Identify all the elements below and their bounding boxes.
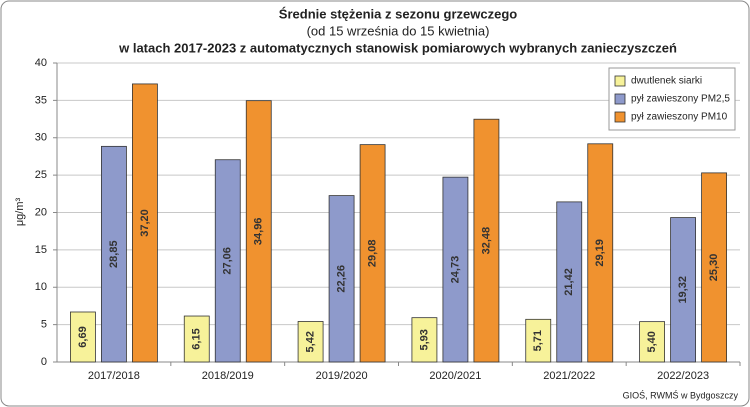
x-tick-label: 2018/2019 <box>202 370 254 382</box>
bar <box>183 315 210 363</box>
value-label: 24,73 <box>449 256 461 284</box>
bar <box>701 172 727 363</box>
value-label: 37,20 <box>139 209 151 237</box>
bar <box>525 318 552 363</box>
legend-label: pył zawieszony PM10 <box>631 112 728 123</box>
legend-swatch <box>614 111 626 123</box>
chart-title: Średnie stężenia z sezonu grzewczego <box>279 6 517 21</box>
x-tick-label: 2019/2020 <box>316 370 368 382</box>
value-label: 28,85 <box>108 240 120 268</box>
bar <box>411 317 438 363</box>
legend-label: dwutlenek siarki <box>631 76 702 87</box>
chart-subtitle: (od 15 września do 15 kwietnia) <box>307 23 490 38</box>
y-tick-label: 30 <box>35 132 47 144</box>
bar <box>328 195 355 363</box>
y-tick-label: 35 <box>35 94 47 106</box>
y-tick-label: 10 <box>35 281 47 293</box>
x-tick-label: 2022/2023 <box>657 370 709 382</box>
y-tick-label: 20 <box>35 206 47 218</box>
value-label: 34,96 <box>253 218 265 246</box>
bar <box>297 321 324 363</box>
value-label: 6,15 <box>191 328 203 349</box>
value-label: 5,40 <box>646 331 658 352</box>
value-label: 29,08 <box>366 240 378 268</box>
x-tick-label: 2021/2022 <box>543 370 595 382</box>
value-label: 22,26 <box>335 265 347 293</box>
y-axis-label: μg/m³ <box>14 197 26 226</box>
bar <box>359 144 386 363</box>
bar <box>639 321 665 363</box>
value-label: 21,42 <box>563 268 575 296</box>
bar <box>442 176 469 363</box>
bar <box>101 145 127 363</box>
value-label: 25,30 <box>708 254 720 282</box>
bar <box>70 311 96 363</box>
x-tick-label: 2020/2021 <box>429 370 481 382</box>
bar <box>132 83 158 363</box>
value-label: 5,71 <box>532 330 544 351</box>
y-tick-label: 15 <box>35 244 47 256</box>
bar <box>473 118 500 363</box>
value-label: 6,69 <box>77 326 89 347</box>
value-label: 5,42 <box>304 331 316 352</box>
legend-box <box>608 67 736 131</box>
bar <box>670 217 696 363</box>
y-tick-label: 40 <box>35 57 47 69</box>
value-label: 19,32 <box>677 276 689 304</box>
value-label: 29,19 <box>594 239 606 267</box>
y-tick-label: 25 <box>35 169 47 181</box>
y-tick-label: 0 <box>41 356 47 368</box>
x-tick-label: 2017/2018 <box>88 370 140 382</box>
value-label: 27,06 <box>222 247 234 275</box>
bar <box>214 159 241 363</box>
bar <box>587 143 614 363</box>
value-label: 5,93 <box>418 329 430 350</box>
value-label: 32,48 <box>480 227 492 255</box>
legend-label: pył zawieszony PM2,5 <box>631 94 730 105</box>
legend-swatch <box>614 93 626 105</box>
bar <box>556 201 583 363</box>
chart-title: w latach 2017-2023 z automatycznych stan… <box>118 40 677 55</box>
bar <box>245 100 272 363</box>
y-tick-label: 5 <box>41 319 47 331</box>
source-note: GIOŚ, RWMŚ w Bydgoszczy <box>623 389 739 400</box>
legend-swatch <box>614 75 626 87</box>
